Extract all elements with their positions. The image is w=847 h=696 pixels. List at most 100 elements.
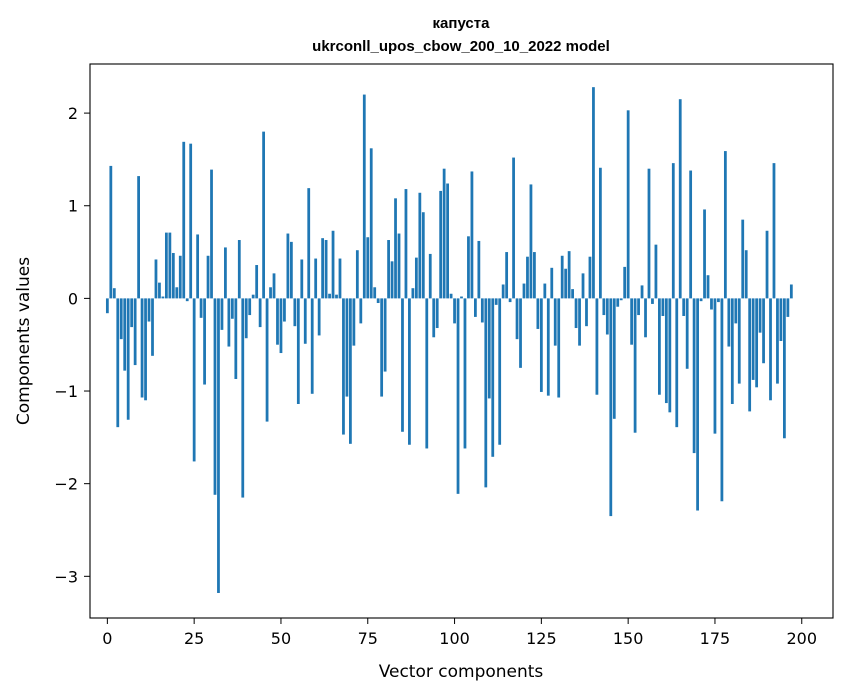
bar [470,171,474,299]
bar [296,298,300,404]
bar [560,255,564,299]
y-axis: −3 −2 −1 0 1 2 [54,104,90,586]
bar [355,250,359,299]
bar [178,255,182,299]
bar [317,298,321,336]
y-tick-label: 2 [68,104,78,123]
bar [404,189,408,299]
bar [206,255,210,299]
bar [303,298,307,344]
bar [140,298,144,398]
bar [349,298,352,444]
bar [380,298,384,397]
bar [373,287,377,299]
bar [661,298,665,316]
bar [203,298,206,385]
bar [439,190,443,299]
bar [442,168,446,299]
plot-frame [89,63,834,619]
bar [619,298,623,301]
bar [116,298,120,428]
bar [168,232,172,299]
bar [359,298,363,324]
x-tick-label: 75 [358,629,378,648]
bar [713,298,717,434]
bar [144,298,147,401]
bar [637,298,640,316]
bar [272,273,276,299]
bar [609,298,613,517]
bar [626,110,630,299]
x-tick-label: 200 [786,629,817,648]
bar [401,298,404,432]
bar [706,275,710,299]
bar [748,298,752,412]
bar [783,298,786,439]
bar [640,285,644,299]
bar [335,294,338,299]
bar [755,298,759,388]
bar [723,151,727,299]
bar [498,298,502,445]
bar [727,298,731,347]
bar [123,298,127,371]
bar [133,298,137,366]
bar [262,131,265,299]
bar [369,148,373,299]
bar [283,298,286,322]
bar [199,298,203,318]
bar [161,296,165,299]
bar [425,298,429,449]
bar [730,298,734,404]
y-tick-label: 1 [68,197,78,216]
bar [192,298,196,462]
bar [671,163,675,299]
bar [230,298,234,319]
bar [595,298,599,395]
bar [376,298,380,304]
bar [255,265,259,299]
bar [362,94,366,299]
bar [519,298,522,368]
bar [408,298,411,445]
bar [366,237,370,299]
bar [171,252,175,299]
bar [331,230,335,299]
bar [741,219,745,299]
x-tick-label: 125 [526,629,557,648]
bar [505,252,509,299]
bar [487,298,491,399]
bar [300,259,304,299]
bar [213,298,217,495]
bar [630,298,634,345]
bar [234,298,238,379]
bar [772,163,776,299]
bar [581,273,585,299]
x-axis: 0 25 50 75 100 125 150 175 200 [102,618,817,648]
bar [185,298,189,302]
bars-group [105,87,793,593]
bar [244,298,248,339]
bar [751,298,755,380]
bar [258,298,262,328]
bar [456,298,460,494]
bar [480,298,484,323]
bar [453,298,456,324]
bar [460,296,463,299]
bar [227,298,231,347]
bar [546,298,550,396]
bar [585,298,588,327]
bar [512,157,515,299]
bar [550,267,554,299]
bar [449,293,453,299]
bar [286,233,290,299]
bar [644,298,647,338]
bar [217,298,220,593]
bar [703,209,706,299]
bar [769,298,772,401]
bar [588,256,592,299]
bar [151,298,154,356]
bar [432,298,436,338]
bar [678,99,682,299]
